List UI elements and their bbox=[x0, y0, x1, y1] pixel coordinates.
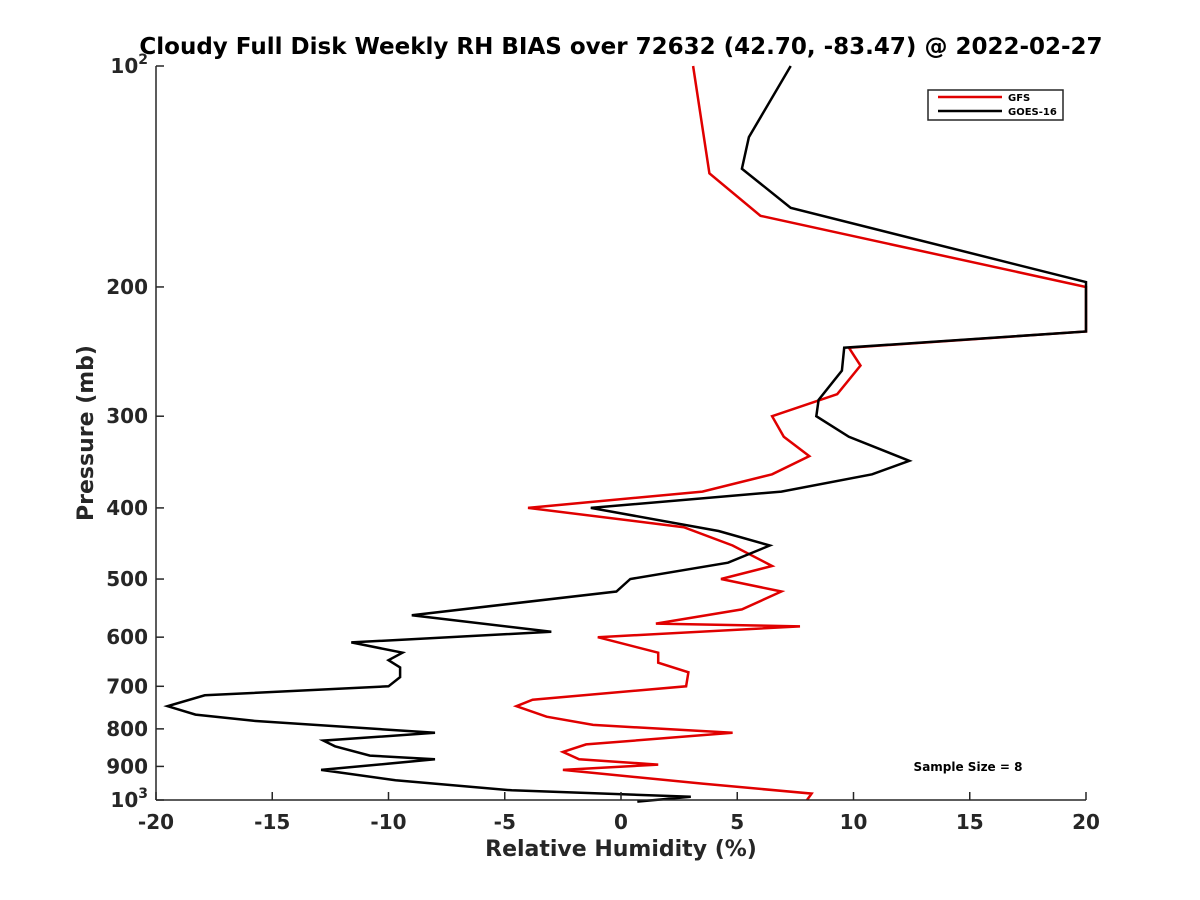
legend-box bbox=[927, 89, 1064, 121]
x-tick-label: -20 bbox=[138, 810, 174, 834]
x-axis-ticks: -20 -15 -10 -5 0 5 10 15 20 bbox=[138, 792, 1100, 834]
y-axis-ticks: 102 200 300 400 500 600 700 800 900 103 bbox=[106, 52, 164, 812]
x-tick-label: -10 bbox=[370, 810, 406, 834]
x-tick-label: -5 bbox=[494, 810, 516, 834]
y-tick-label: 200 bbox=[106, 275, 148, 299]
legend-label-goes16: GOES-16 bbox=[1008, 107, 1057, 118]
x-tick-label: 15 bbox=[956, 810, 984, 834]
x-tick-label: 20 bbox=[1072, 810, 1100, 834]
y-tick-label: 102 bbox=[110, 52, 148, 78]
y-axis-label: Pressure (mb) bbox=[74, 345, 99, 521]
x-tick-label: 10 bbox=[840, 810, 868, 834]
series-line-gfs bbox=[512, 65, 1088, 801]
plot-area: -20 -15 -10 -5 0 5 10 15 20 102 200 300 400 500 600 70… bbox=[106, 52, 1100, 834]
x-axis-label: Relative Humidity (%) bbox=[485, 837, 757, 862]
y-tick-label: 800 bbox=[106, 717, 148, 741]
legend-label-gfs: GFS bbox=[1008, 93, 1030, 104]
chart-title: Cloudy Full Disk Weekly RH BIAS over 726… bbox=[139, 34, 1102, 60]
y-tick-label: 600 bbox=[106, 625, 148, 649]
y-tick-label: 103 bbox=[110, 786, 148, 812]
series-line-goes16 bbox=[163, 65, 1088, 803]
y-tick-label: 400 bbox=[106, 496, 148, 520]
x-tick-label: 0 bbox=[614, 810, 628, 834]
x-tick-label: -15 bbox=[254, 810, 290, 834]
sample-size-annotation: Sample Size = 8 bbox=[914, 760, 1023, 774]
y-tick-label: 900 bbox=[106, 754, 148, 778]
legend[interactable]: GFS GOES-16 bbox=[927, 89, 1064, 121]
series-layer bbox=[163, 65, 1088, 803]
y-tick-label: 300 bbox=[106, 404, 148, 428]
x-tick-label: 5 bbox=[730, 810, 744, 834]
y-tick-label: 700 bbox=[106, 674, 148, 698]
y-tick-label: 500 bbox=[106, 567, 148, 591]
